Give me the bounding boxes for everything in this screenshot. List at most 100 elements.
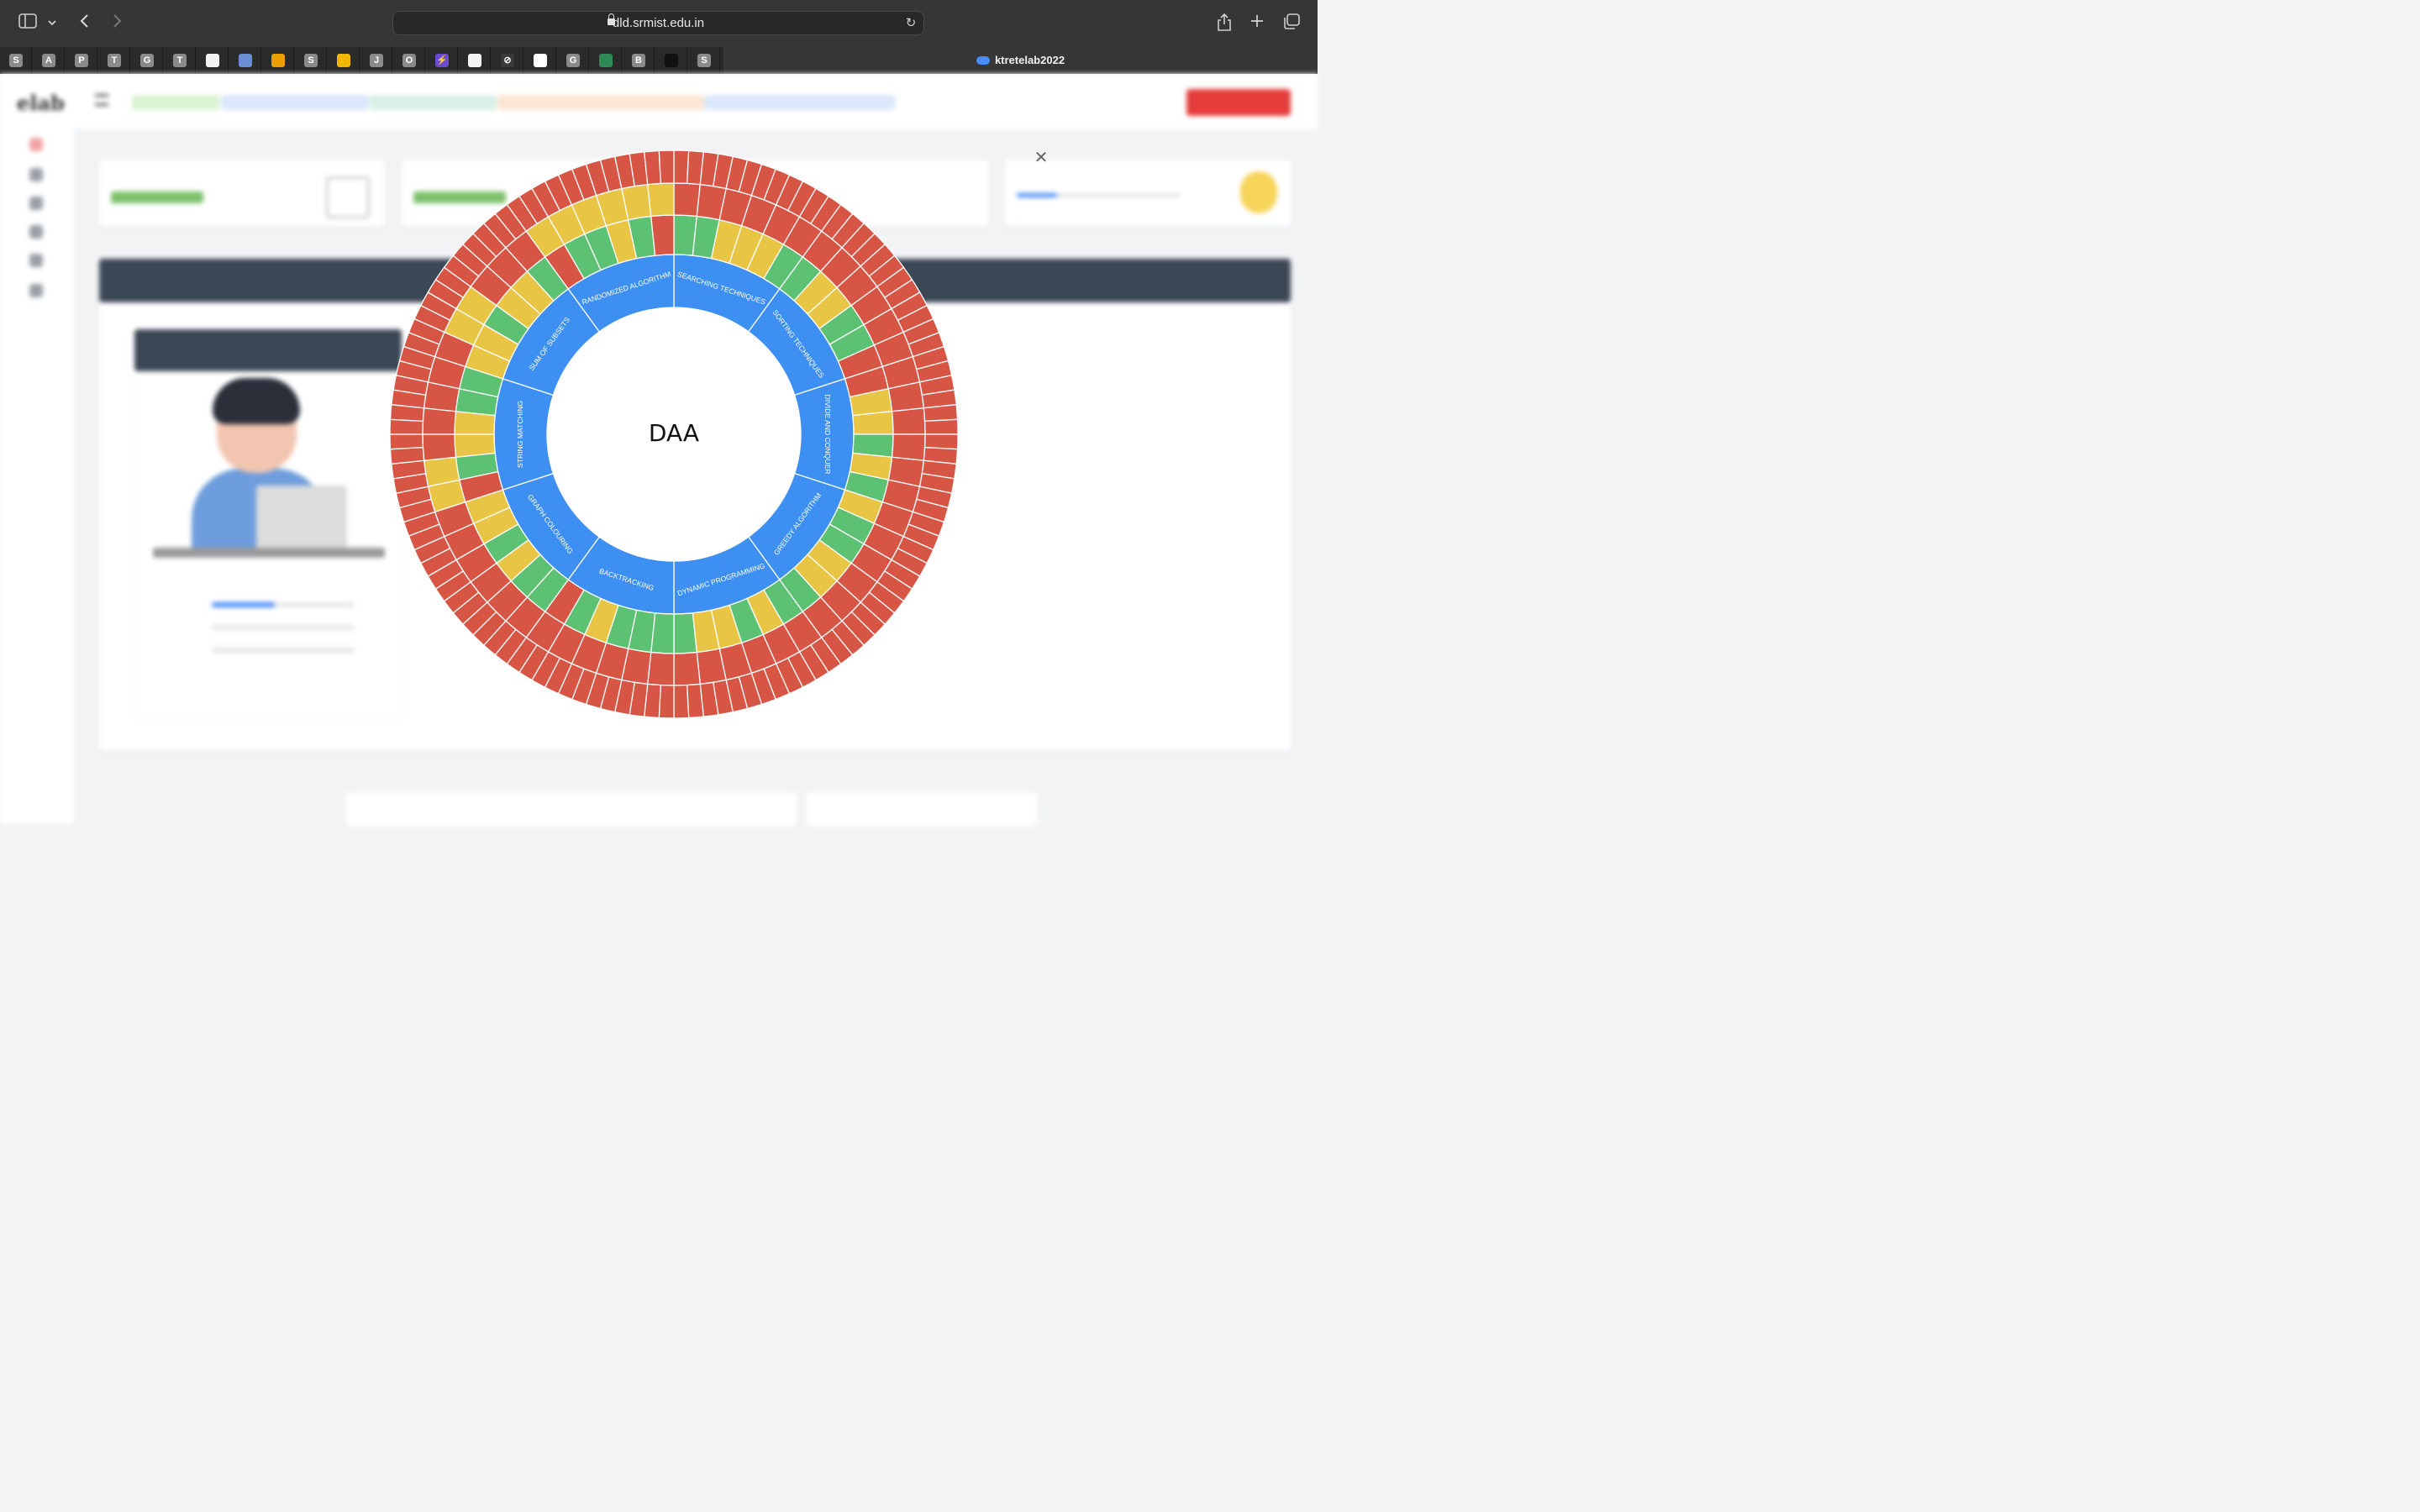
favorite-bookmark[interactable]: [262, 47, 294, 74]
logout-button[interactable]: [1186, 89, 1291, 116]
bottom-card: [346, 792, 797, 826]
status-pill: [132, 95, 219, 110]
question-segment[interactable]: [673, 150, 690, 185]
favorite-bookmark[interactable]: S: [688, 47, 720, 74]
favorite-bookmark[interactable]: M: [524, 47, 556, 74]
question-segment[interactable]: [923, 433, 959, 450]
lock-icon: [608, 13, 615, 25]
close-icon[interactable]: ✕: [1034, 147, 1049, 167]
level-segment[interactable]: [673, 182, 701, 218]
plus-icon[interactable]: [1246, 13, 1268, 34]
topic-segment[interactable]: [454, 433, 496, 458]
bookmark-favicon-icon: A: [42, 54, 55, 67]
bottom-card: [807, 792, 1037, 826]
bookmark-favicon-icon: ⊘: [501, 54, 514, 67]
bookmark-favicon-icon: O: [402, 54, 416, 67]
tabs-overview-icon[interactable]: [1281, 13, 1302, 34]
topic-segment[interactable]: [852, 411, 894, 435]
status-pill: [704, 95, 896, 110]
favorite-bookmark[interactable]: S: [295, 47, 327, 74]
question-segment[interactable]: [389, 418, 424, 435]
question-segment[interactable]: [658, 684, 675, 719]
bookmark-favicon-icon: T: [108, 54, 121, 67]
status-pill: [370, 95, 497, 110]
level-segment[interactable]: [422, 433, 457, 461]
bookmark-favicon-icon: T: [173, 54, 187, 67]
favorite-bookmark[interactable]: B: [623, 47, 655, 74]
favorite-bookmark[interactable]: G: [557, 47, 589, 74]
sidebar-item-icon[interactable]: [29, 168, 43, 181]
bookmark-favicon-icon: S: [9, 54, 23, 67]
level-segment[interactable]: [891, 407, 926, 435]
question-segment[interactable]: [389, 446, 425, 465]
browser-toolbar: dld.srmist.edu.in ↻: [0, 0, 1318, 47]
favorite-bookmark[interactable]: [655, 47, 687, 74]
laptop-illustration: [256, 486, 347, 553]
sidebar-item-icon[interactable]: [29, 225, 43, 239]
sunburst-center-label: DAA: [649, 419, 699, 447]
bookmark-favicon-icon: [665, 54, 678, 67]
question-segment[interactable]: [686, 683, 705, 719]
question-segment[interactable]: [643, 150, 662, 186]
favorite-bookmark[interactable]: T: [164, 47, 196, 74]
cloud-icon: [976, 56, 990, 65]
back-arrow-icon[interactable]: [74, 13, 96, 34]
reload-icon[interactable]: ↻: [905, 15, 917, 30]
level-segment[interactable]: [647, 651, 675, 686]
site-logo[interactable]: elab: [17, 91, 65, 115]
level-segment[interactable]: [891, 433, 926, 461]
level-segment[interactable]: [673, 651, 701, 686]
favorite-bookmark[interactable]: J: [360, 47, 392, 74]
favorite-bookmark[interactable]: [229, 47, 261, 74]
favorite-bookmark[interactable]: [459, 47, 491, 74]
bookmark-favicon-icon: G: [140, 54, 154, 67]
level-progress-bar: [212, 648, 355, 653]
sidebar-item-icon[interactable]: [29, 138, 43, 151]
favorite-bookmark[interactable]: [590, 47, 622, 74]
sidebar-item-icon[interactable]: [29, 197, 43, 210]
question-segment[interactable]: [389, 433, 424, 450]
menu-icon[interactable]: [95, 94, 108, 106]
bookmark-favicon-icon: S: [304, 54, 318, 67]
favorite-bookmark[interactable]: P: [66, 47, 97, 74]
question-segment[interactable]: [923, 418, 959, 435]
favorite-bookmark[interactable]: ⊘: [492, 47, 523, 74]
sunburst-center: [548, 308, 800, 560]
chevron-down-icon[interactable]: [42, 13, 62, 34]
active-tab[interactable]: ktretelab2022: [723, 47, 1318, 74]
bookmark-favicon-icon: [206, 54, 219, 67]
sidebar-toggle-icon[interactable]: [17, 13, 39, 34]
top-navbar: elab: [0, 74, 1318, 129]
level-progress-bar: [212, 625, 355, 630]
address-bar[interactable]: dld.srmist.edu.in ↻: [392, 11, 924, 35]
share-icon[interactable]: [1213, 13, 1235, 34]
favorite-bookmark[interactable]: T: [98, 47, 130, 74]
question-segment[interactable]: [923, 403, 959, 423]
favorite-bookmark[interactable]: ⚡: [426, 47, 458, 74]
level-progress-bar: [212, 602, 355, 607]
favorite-bookmark[interactable]: O: [393, 47, 425, 74]
sidebar-item-icon[interactable]: [29, 284, 43, 297]
bookmark-favicon-icon: ⚡: [435, 54, 449, 67]
topic-segment[interactable]: [650, 214, 675, 256]
favorite-bookmark[interactable]: [197, 47, 229, 74]
level-segment[interactable]: [647, 182, 675, 218]
favorite-bookmark[interactable]: G: [131, 47, 163, 74]
avatar-hair: [213, 378, 300, 424]
sidebar-item-icon[interactable]: [29, 254, 43, 267]
favorite-bookmark[interactable]: A: [33, 47, 65, 74]
question-segment[interactable]: [658, 150, 675, 185]
forward-arrow-icon[interactable]: [106, 13, 128, 34]
favorite-bookmark[interactable]: S: [0, 47, 32, 74]
bookmark-favicon-icon: G: [566, 54, 580, 67]
topic-segment[interactable]: [673, 612, 697, 654]
progress-card: [1005, 160, 1291, 227]
side-navigation: [0, 129, 74, 823]
bookmark-favicon-icon: J: [370, 54, 383, 67]
favorite-bookmark[interactable]: [328, 47, 360, 74]
level-segment[interactable]: [422, 407, 457, 435]
question-segment[interactable]: [673, 684, 690, 719]
category-label: DIVIDE AND CONQUER: [823, 394, 832, 474]
bookmark-favicon-icon: [337, 54, 350, 67]
